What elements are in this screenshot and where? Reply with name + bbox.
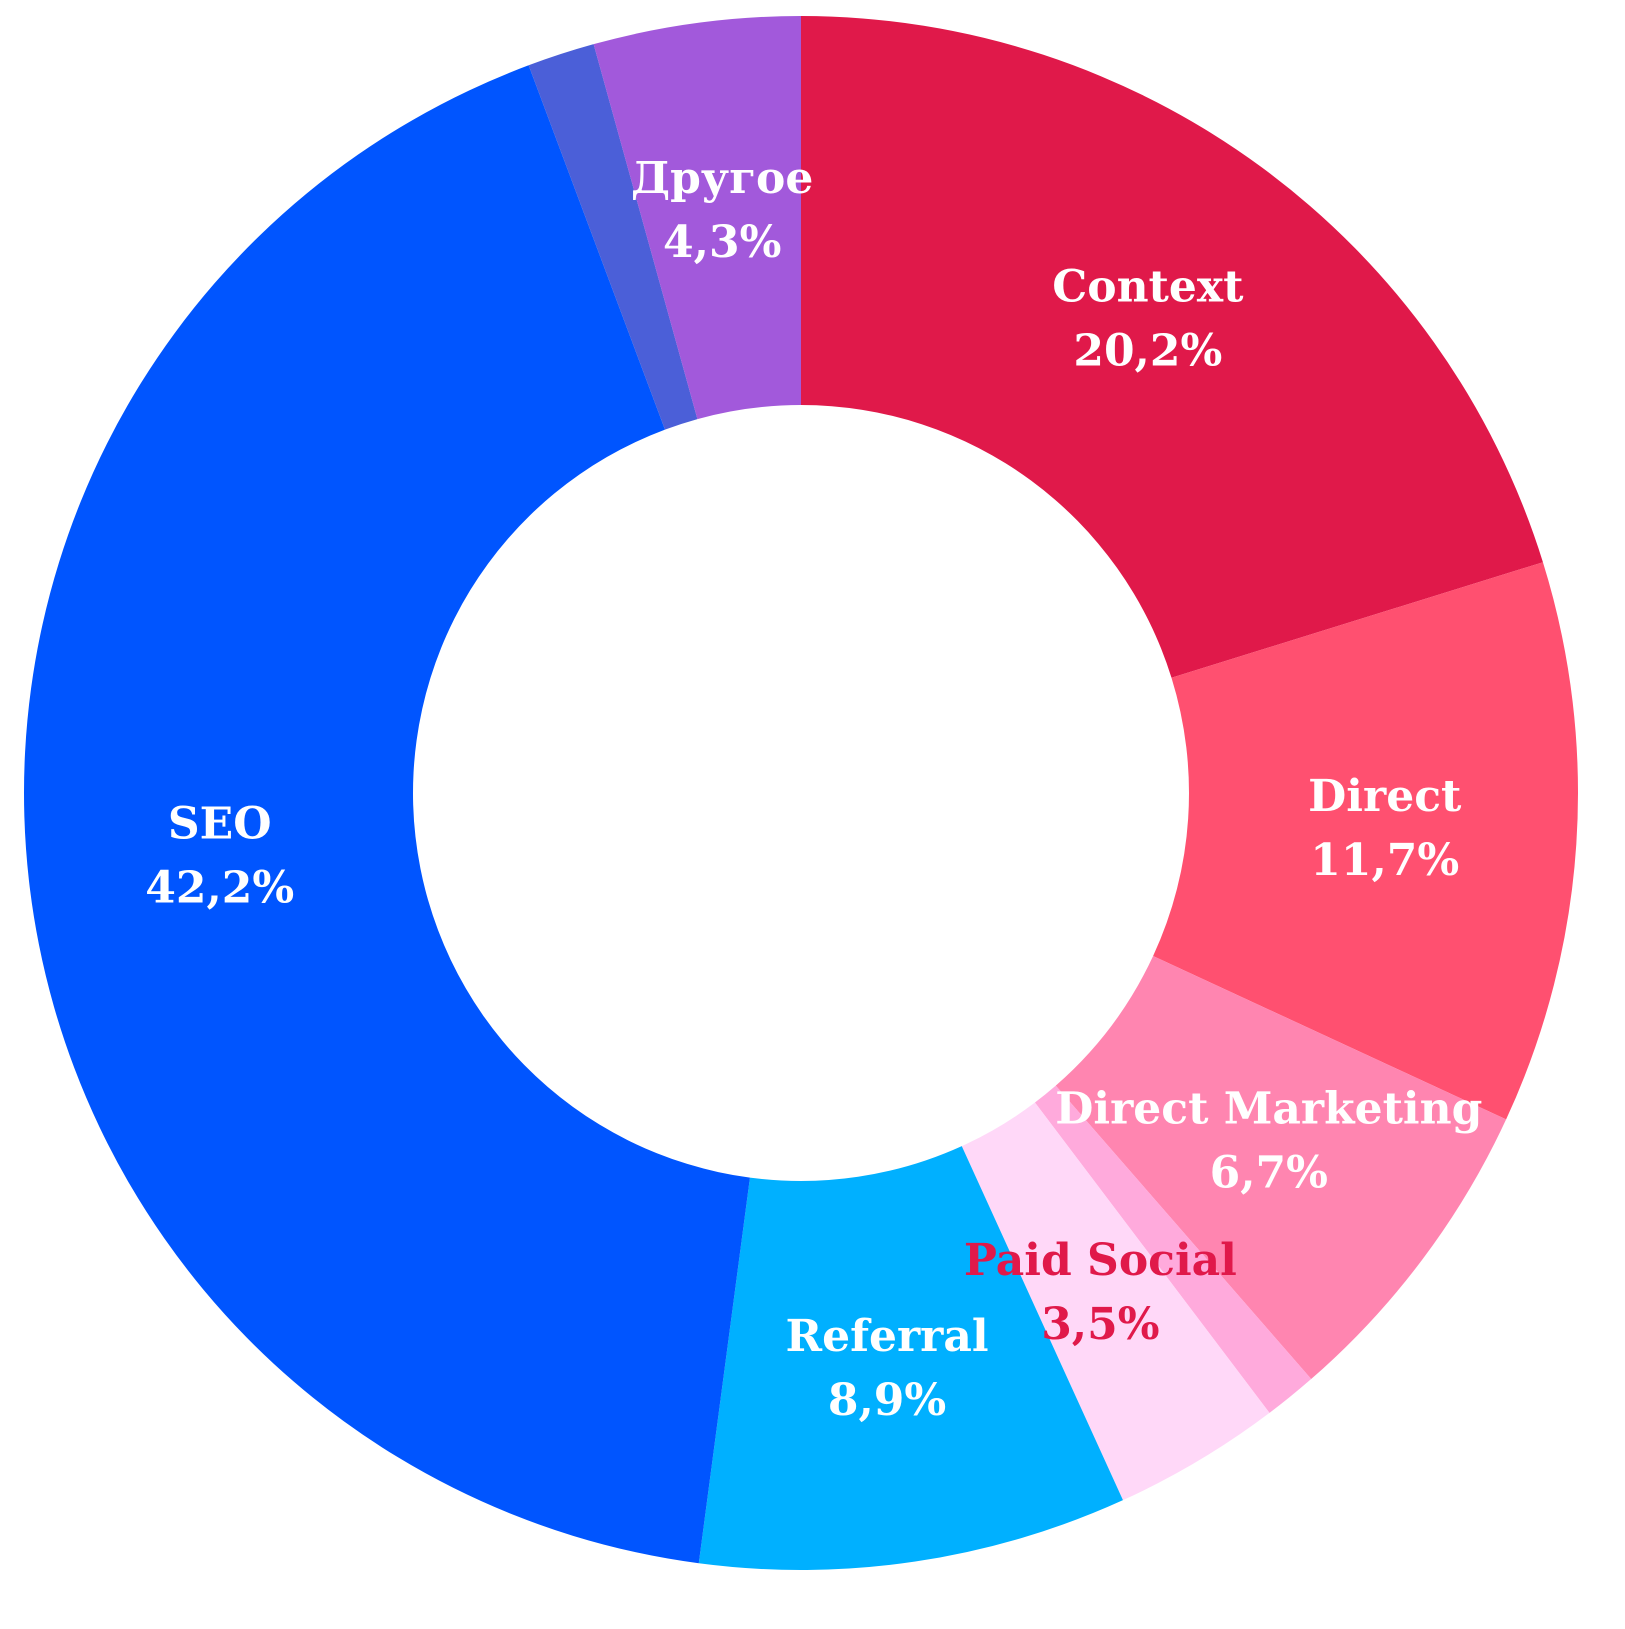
donut-slice: [801, 16, 1543, 678]
slice-value-label: 8,9%: [828, 1375, 946, 1426]
slice-value-label: 3,5%: [1041, 1299, 1159, 1350]
slice-value-label: 4,3%: [663, 217, 781, 268]
slice-label: Referral: [786, 1311, 989, 1362]
donut-slice: [23, 65, 750, 1564]
donut-slice: [698, 1146, 1123, 1571]
donut-slice: [528, 44, 698, 430]
slice-label: SEO: [168, 799, 272, 850]
slice-value-label: 11,7%: [1310, 835, 1459, 886]
donut-slice: [593, 16, 801, 420]
slice-label: Direct: [1308, 771, 1462, 822]
donut-slice: [1034, 1085, 1312, 1413]
donut-slice: [961, 1102, 1270, 1501]
slice-value-label: 20,2%: [1073, 325, 1222, 376]
donut-slice: [1055, 955, 1507, 1380]
slice-value-label: 6,7%: [1210, 1148, 1328, 1199]
slice-label: Другое: [631, 153, 813, 204]
slice-label: Direct Marketing: [1055, 1084, 1482, 1135]
slice-value-label: 42,2%: [145, 863, 294, 914]
slice-label: Context: [1052, 261, 1244, 312]
donut-slice: [1153, 562, 1579, 1120]
slice-label: Paid Social: [964, 1235, 1237, 1286]
